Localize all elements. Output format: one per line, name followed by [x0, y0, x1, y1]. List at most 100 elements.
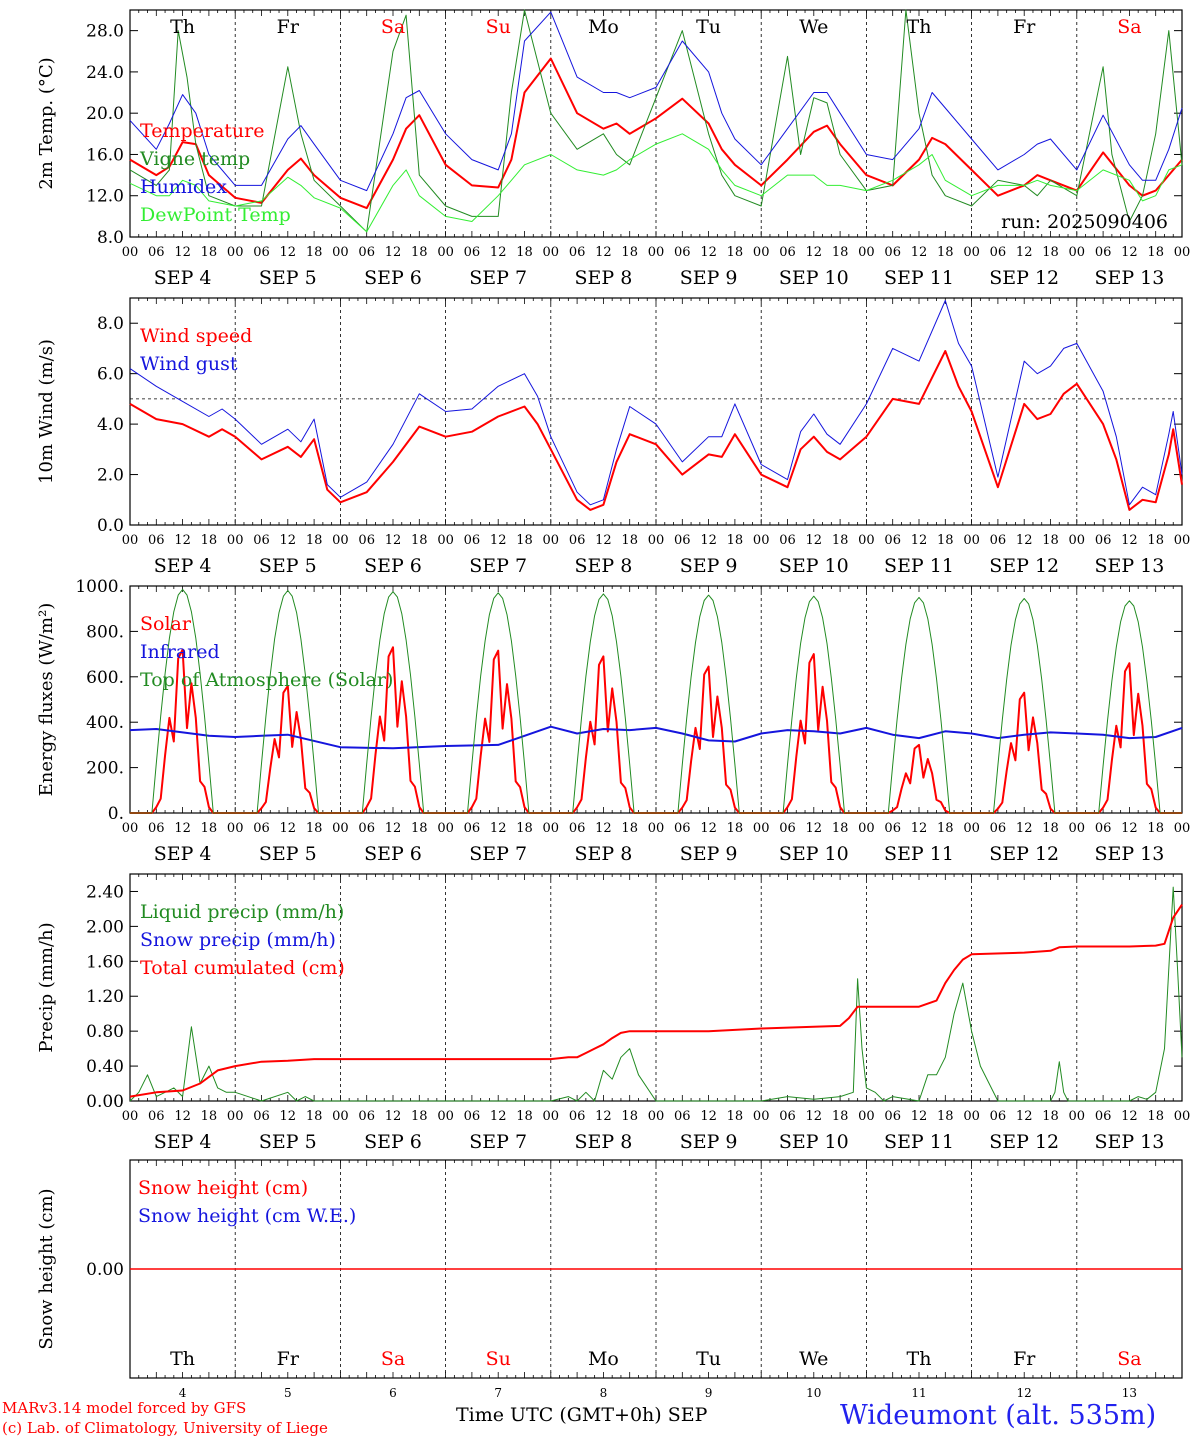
wind-hour-label: 00	[437, 533, 454, 548]
wind-date-label: SEP 13	[1094, 555, 1164, 577]
energy-hour-label: 06	[464, 821, 481, 836]
wind-hour-label: 00	[963, 533, 980, 548]
wind-y-tick-label: 6.0	[97, 365, 124, 385]
temperature-hour-label: 18	[1147, 245, 1164, 260]
wind-hour-label: 00	[1069, 533, 1086, 548]
energy-hour-label: 12	[174, 821, 191, 836]
temperature-y-tick-label: 8.0	[97, 228, 124, 248]
energy-hour-label: 00	[858, 821, 875, 836]
temperature-series-0	[129, 57, 1183, 210]
wind-hour-label: 00	[648, 533, 665, 548]
temperature-date-label: SEP 12	[989, 267, 1059, 289]
energy-hour-label: 00	[753, 821, 770, 836]
weekday-label-top: Sa	[381, 16, 405, 38]
snow-legend-0: Snow height (cm)	[138, 1177, 308, 1199]
wind-hour-label: 06	[990, 533, 1007, 548]
weekday-label-bottom: Sa	[381, 1348, 405, 1370]
precip-hour-label: 06	[148, 1109, 165, 1124]
energy-hour-label: 18	[201, 821, 218, 836]
energy-hour-label: 18	[621, 821, 638, 836]
energy-hour-label: 18	[1042, 821, 1059, 836]
precip-date-label: SEP 8	[574, 1131, 632, 1153]
energy-date-label: SEP 7	[469, 843, 527, 865]
weekday-label-bottom: We	[799, 1348, 828, 1370]
precip-hour-label: 18	[516, 1109, 533, 1124]
temperature-y-tick-label: 12.0	[86, 187, 124, 207]
temperature-hour-label: 06	[884, 245, 901, 260]
wind-hour-label: 00	[543, 533, 560, 548]
precip-hour-label: 12	[806, 1109, 823, 1124]
wind-hour-label: 12	[806, 533, 823, 548]
temperature-date-label: SEP 9	[680, 267, 738, 289]
precip-hour-label: 18	[306, 1109, 323, 1124]
weekday-label-bottom: Su	[486, 1348, 511, 1370]
weekday-label-bottom: Mo	[588, 1348, 619, 1370]
energy-series-1	[129, 725, 1183, 750]
weekday-label-bottom: Th	[170, 1348, 195, 1370]
precip-hour-label: 00	[122, 1109, 139, 1124]
wind-hour-label: 00	[753, 533, 770, 548]
wind-hour-label: 12	[174, 533, 191, 548]
temperature-hour-label: 12	[1016, 245, 1033, 260]
snow-legend-1: Snow height (cm W.E.)	[138, 1205, 356, 1227]
temperature-y-tick-label: 20.0	[86, 104, 124, 124]
precip-hour-label: 12	[595, 1109, 612, 1124]
temperature-hour-label: 00	[543, 245, 560, 260]
energy-y-tick-label: 1000.	[75, 577, 124, 597]
precip-hour-label: 00	[437, 1109, 454, 1124]
precip-legend-0: Liquid precip (mm/h)	[140, 901, 344, 923]
weekday-label-bottom: Fr	[277, 1348, 300, 1370]
energy-legend-1: Infrared	[140, 641, 220, 663]
temperature-hour-label: 00	[648, 245, 665, 260]
energy-hour-label: 06	[779, 821, 796, 836]
temperature-series-1	[129, 9, 1183, 233]
energy-hour-label: 06	[148, 821, 165, 836]
wind-hour-label: 00	[1174, 533, 1191, 548]
energy-hour-label: 12	[1016, 821, 1033, 836]
temperature-hour-label: 06	[358, 245, 375, 260]
wind-hour-label: 12	[700, 533, 717, 548]
wind-y-tick-label: 2.0	[97, 466, 124, 486]
wind-date-label: SEP 5	[259, 555, 317, 577]
energy-hour-label: 12	[911, 821, 928, 836]
wind-series-0	[129, 350, 1183, 511]
precip-hour-label: 06	[569, 1109, 586, 1124]
precip-hour-label: 06	[358, 1109, 375, 1124]
precip-hour-label: 12	[385, 1109, 402, 1124]
precip-hour-label: 18	[621, 1109, 638, 1124]
energy-hour-label: 00	[648, 821, 665, 836]
snow-y-tick-label: 0.00	[86, 1260, 124, 1280]
temperature-hour-label: 12	[280, 245, 297, 260]
precip-hour-label: 00	[1174, 1109, 1191, 1124]
temperature-hour-label: 18	[201, 245, 218, 260]
temperature-legend-1: Vigne temp	[139, 148, 250, 170]
weekday-label-top: Fr	[277, 16, 300, 38]
energy-date-label: SEP 6	[364, 843, 422, 865]
temperature-hour-label: 06	[990, 245, 1007, 260]
day-number-label: 6	[389, 1386, 397, 1400]
energy-y-tick-label: 200.	[86, 759, 124, 779]
precip-hour-label: 18	[1147, 1109, 1164, 1124]
temperature-hour-label: 12	[911, 245, 928, 260]
day-number-label: 5	[284, 1386, 292, 1400]
wind-hour-label: 00	[122, 533, 139, 548]
weekday-label-top: Tu	[696, 16, 721, 38]
precip-hour-label: 06	[1095, 1109, 1112, 1124]
temperature-hour-label: 06	[253, 245, 270, 260]
energy-hour-label: 06	[569, 821, 586, 836]
wind-hour-label: 12	[595, 533, 612, 548]
precip-date-label: SEP 10	[779, 1131, 849, 1153]
wind-legend-1: Wind gust	[140, 353, 238, 375]
temperature-hour-label: 06	[674, 245, 691, 260]
precip-hour-label: 06	[779, 1109, 796, 1124]
wind-hour-label: 06	[674, 533, 691, 548]
energy-hour-label: 12	[595, 821, 612, 836]
precip-date-label: SEP 12	[989, 1131, 1059, 1153]
precip-y-tick-label: 0.40	[86, 1057, 124, 1077]
energy-y-tick-label: 400.	[86, 713, 124, 733]
energy-hour-label: 06	[884, 821, 901, 836]
temperature-date-label: SEP 10	[779, 267, 849, 289]
temperature-hour-label: 00	[1174, 245, 1191, 260]
precip-hour-label: 00	[963, 1109, 980, 1124]
temperature-date-label: SEP 11	[884, 267, 954, 289]
